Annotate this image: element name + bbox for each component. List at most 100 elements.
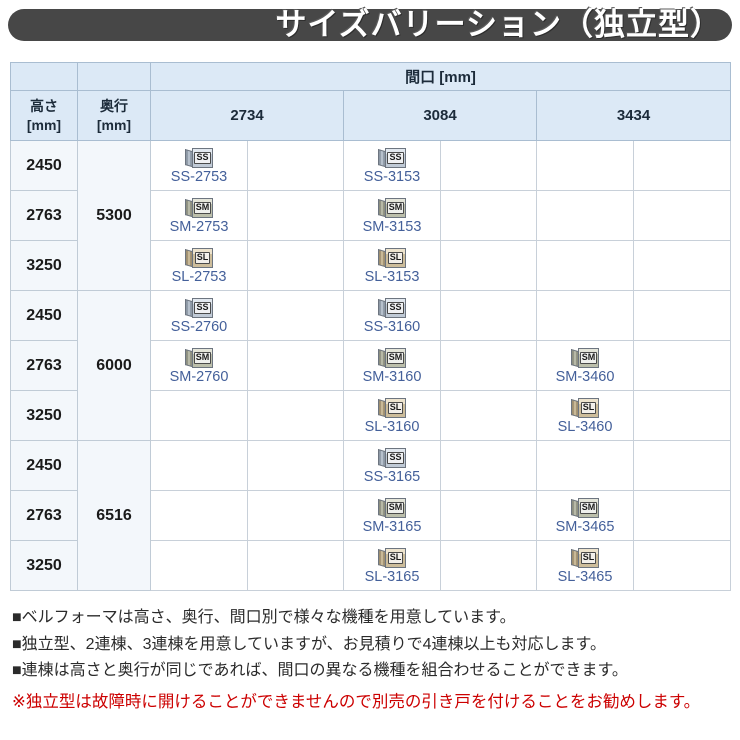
empty-cell <box>632 540 732 591</box>
product-link[interactable]: SM-3460 <box>555 369 615 386</box>
product-link[interactable]: SL-3165 <box>364 569 420 586</box>
product-link[interactable]: SS-2753 <box>170 169 228 186</box>
empty-cell <box>247 440 344 491</box>
empty-cell <box>247 390 344 441</box>
shed-face: SL <box>578 548 599 569</box>
shed-sm-icon[interactable]: SM <box>185 344 213 369</box>
shed-sm-icon[interactable]: SM <box>378 344 406 369</box>
product-link[interactable]: SM-3153 <box>362 219 422 236</box>
shed-face: SM <box>385 198 406 219</box>
shed-sl-icon[interactable]: SL <box>378 544 406 569</box>
shed-face: SM <box>192 198 213 219</box>
note-item: ■連棟は高さと奥行が同じであれば、間口の異なる機種を組合わせることができます。 <box>12 662 628 679</box>
shed-ss-icon[interactable]: SS <box>378 444 406 469</box>
product-link[interactable]: SM-2753 <box>169 219 229 236</box>
empty-cell <box>536 190 634 241</box>
product-link[interactable]: SL-3465 <box>557 569 613 586</box>
shed-sm-icon[interactable]: SM <box>571 494 599 519</box>
shed-sm-icon[interactable]: SM <box>571 344 599 369</box>
shed-side <box>378 299 385 318</box>
shed-sl-icon[interactable]: SL <box>571 394 599 419</box>
product-cell: SS SS-2753 <box>150 140 248 191</box>
shed-ss-icon[interactable]: SS <box>185 144 213 169</box>
product-link[interactable]: SS-3160 <box>363 319 421 336</box>
product-cell: SS SS-3160 <box>343 290 441 341</box>
warning-note: ※独立型は故障時に開けることができませんので別売の引き戸を付けることをお勧めしま… <box>12 693 701 711</box>
shed-sm-icon[interactable]: SM <box>378 494 406 519</box>
product-link[interactable]: SM-3165 <box>362 519 422 536</box>
product-link[interactable]: SL-2753 <box>171 269 227 286</box>
shed-face-label: SL <box>580 552 597 565</box>
empty-cell <box>440 340 537 391</box>
height-cell: 2450 <box>10 140 78 191</box>
empty-cell <box>536 440 634 491</box>
shed-side <box>185 199 192 218</box>
shed-side <box>571 399 578 418</box>
shed-side <box>378 149 385 168</box>
product-link[interactable]: SL-3160 <box>364 419 420 436</box>
empty-cell <box>150 490 248 541</box>
shed-sl-icon[interactable]: SL <box>185 244 213 269</box>
shed-face-label: SM <box>579 352 598 365</box>
shed-face: SS <box>192 298 213 319</box>
shed-face: SL <box>385 248 406 269</box>
product-cell: SL SL-3165 <box>343 540 441 591</box>
empty-cell <box>440 140 537 191</box>
shed-sl-icon[interactable]: SL <box>378 244 406 269</box>
shed-side <box>185 349 192 368</box>
shed-face-label: SS <box>387 152 404 165</box>
product-link[interactable]: SM-3465 <box>555 519 615 536</box>
empty-cell <box>536 240 634 291</box>
size-variation-table: 間口 [mm] 高さ [mm] 奥行 [mm] 2734 3084 3434 2… <box>10 62 732 591</box>
empty-cell <box>440 390 537 441</box>
note-item: ■ベルフォーマは高さ、奥行、間口別で様々な機種を用意しています。 <box>12 609 516 626</box>
table-row: 3250 SL SL-3165 SL SL-3465 <box>10 540 732 591</box>
product-cell: SM SM-3165 <box>343 490 441 541</box>
empty-cell <box>632 440 732 491</box>
product-link[interactable]: SM-2760 <box>169 369 229 386</box>
shed-face-label: SM <box>579 502 598 515</box>
depth-cell: 6000 <box>77 290 151 441</box>
shed-ss-icon[interactable]: SS <box>185 294 213 319</box>
shed-face: SM <box>578 348 599 369</box>
shed-side <box>571 349 578 368</box>
product-link[interactable]: SL-3153 <box>364 269 420 286</box>
product-link[interactable]: SL-3460 <box>557 419 613 436</box>
height-header-cell: 高さ [mm] <box>10 90 78 141</box>
empty-cell <box>247 490 344 541</box>
shed-sm-icon[interactable]: SM <box>185 194 213 219</box>
product-link[interactable]: SM-3160 <box>362 369 422 386</box>
empty-cell <box>150 540 248 591</box>
notes-list: ■ベルフォーマは高さ、奥行、間口別で様々な機種を用意しています。 ■独立型、2連… <box>12 605 732 685</box>
shed-face: SM <box>385 498 406 519</box>
empty-cell <box>440 240 537 291</box>
empty-cell <box>632 240 732 291</box>
shed-face: SS <box>385 448 406 469</box>
height-cell: 2450 <box>10 290 78 341</box>
product-cell: SS SS-3165 <box>343 440 441 491</box>
shed-face: SS <box>385 298 406 319</box>
empty-cell <box>150 390 248 441</box>
product-link[interactable]: SS-2760 <box>170 319 228 336</box>
title-bar: サイズバリーション（独立型） <box>8 9 732 41</box>
shed-sl-icon[interactable]: SL <box>378 394 406 419</box>
empty-cell <box>247 340 344 391</box>
shed-face-label: SS <box>194 302 211 315</box>
shed-side <box>378 249 385 268</box>
shed-ss-icon[interactable]: SS <box>378 294 406 319</box>
empty-cell <box>247 140 344 191</box>
shed-sm-icon[interactable]: SM <box>378 194 406 219</box>
product-cell: SL SL-2753 <box>150 240 248 291</box>
shed-ss-icon[interactable]: SS <box>378 144 406 169</box>
shed-sl-icon[interactable]: SL <box>571 544 599 569</box>
table-row: 2763 SM SM-2760 SM SM-3160 SM SM-3460 <box>10 340 732 391</box>
depth-header-cell: 奥行 [mm] <box>77 90 151 141</box>
shed-side <box>185 249 192 268</box>
shed-side <box>185 149 192 168</box>
empty-cell <box>632 340 732 391</box>
shed-face: SS <box>385 148 406 169</box>
product-link[interactable]: SS-3153 <box>363 169 421 186</box>
shed-face-label: SS <box>387 452 404 465</box>
shed-face-label: SL <box>580 402 597 415</box>
product-link[interactable]: SS-3165 <box>363 469 421 486</box>
